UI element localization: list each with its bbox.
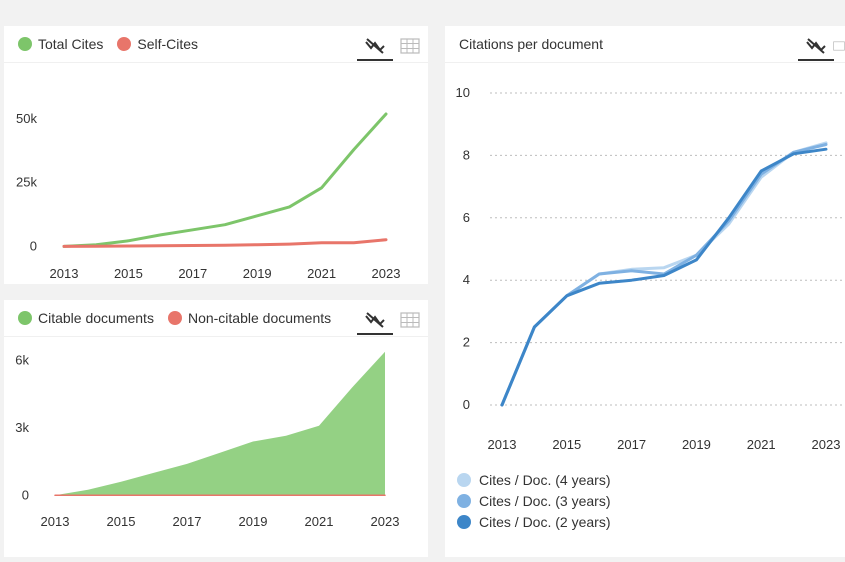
x-tick-label: 2013 [50,266,79,281]
cpd-plot: 0 2 4 6 8 10 2013 2015 2017 2019 2021 2023 [456,85,845,452]
total-cites-dot [18,37,32,51]
x-tick-label: 2013 [41,514,70,529]
chart-view-button[interactable] [798,32,834,61]
cites-chart-header: Total Cites Self-Cites [4,26,428,63]
legend-label: Self-Cites [137,36,199,52]
legend-label: Cites / Doc. (2 years) [479,514,611,530]
y-tick-label: 8 [463,147,470,162]
x-tick-label: 2013 [488,437,517,452]
table-view-button[interactable] [392,32,428,60]
citations-per-document-card: Citations per document 0 2 4 6 8 10 2013 2015 20… [445,26,845,557]
x-tick-label: 2023 [372,266,401,281]
x-tick-label: 2021 [307,266,336,281]
cites-chart-card: Total Cites Self-Cites 0 25k 50k 2013 2015 20… [4,26,428,284]
cpd-chart-header: Citations per document [445,26,845,63]
legend-item-cpd-2y[interactable]: Cites / Doc. (2 years) [457,514,610,530]
chart-view-button[interactable] [357,32,393,61]
y-tick-label: 25k [16,175,37,190]
y-tick-label: 0 [463,397,470,412]
legend-label: Cites / Doc. (4 years) [479,472,611,488]
cpd-legend: Cites / Doc. (4 years) Cites / Doc. (3 y… [457,472,610,535]
y-tick-label: 10 [456,85,470,100]
x-tick-label: 2019 [243,266,272,281]
legend-label: Cites / Doc. (3 years) [479,493,611,509]
y-tick-label: 2 [463,335,470,350]
legend-label: Citable documents [38,310,154,326]
x-tick-label: 2019 [239,514,268,529]
cites-legend: Total Cites Self-Cites [18,36,198,52]
cpd-3y-dot [457,494,471,508]
legend-item-non-citable[interactable]: Non-citable documents [167,310,332,326]
series-line-self-cites [62,238,388,248]
table-view-button[interactable] [392,306,428,334]
x-tick-label: 2015 [107,514,136,529]
table-icon [833,41,845,51]
y-tick-label: 6k [15,353,29,368]
documents-chart-header: Citable documents Non-citable documents [4,300,428,337]
citable-dot [18,311,32,325]
cpd-4y-dot [457,473,471,487]
y-tick-label: 0 [30,238,37,253]
table-view-button[interactable] [833,32,845,60]
legend-item-total-cites[interactable]: Total Cites [18,36,103,52]
y-tick-label: 50k [16,111,37,126]
x-tick-label: 2015 [114,266,143,281]
legend-item-cpd-3y[interactable]: Cites / Doc. (3 years) [457,493,610,509]
x-tick-label: 2021 [747,437,776,452]
legend-item-citable[interactable]: Citable documents [18,310,154,326]
legend-label: Total Cites [38,36,104,52]
x-tick-label: 2023 [371,514,400,529]
chart-icon [365,37,385,54]
y-tick-label: 4 [463,272,470,287]
self-cites-dot [117,37,132,51]
y-tick-label: 6 [463,210,470,225]
series-line-cites-doc-2-years- [500,147,828,407]
x-tick-label: 2023 [812,437,841,452]
cpd-2y-dot [457,515,471,529]
x-tick-label: 2015 [552,437,581,452]
table-icon [400,38,420,54]
cites-plot: 0 25k 50k 2013 2015 2017 2019 2021 2023 [16,111,401,281]
citable-documents-area [55,351,385,496]
x-tick-label: 2019 [682,437,711,452]
x-tick-label: 2017 [178,266,207,281]
chart-title: Citations per document [459,36,603,52]
x-tick-label: 2017 [617,437,646,452]
chart-view-button[interactable] [357,306,393,335]
chart-icon [806,37,826,54]
non-citable-dot [167,311,182,325]
documents-legend: Citable documents Non-citable documents [18,310,331,326]
legend-item-cpd-4y[interactable]: Cites / Doc. (4 years) [457,472,610,488]
chart-icon [365,311,385,328]
x-tick-label: 2017 [173,514,202,529]
table-icon [400,312,420,328]
documents-plot: 0 3k 6k 2013 2015 2017 2019 2021 2023 [15,351,400,529]
legend-item-self-cites[interactable]: Self-Cites [117,36,198,52]
legend-label: Non-citable documents [187,310,332,326]
y-tick-label: 0 [22,487,29,502]
series-line-total-cites [62,112,388,248]
y-tick-label: 3k [15,420,29,435]
documents-chart-card: Citable documents Non-citable documents … [4,300,428,557]
x-tick-label: 2021 [305,514,334,529]
